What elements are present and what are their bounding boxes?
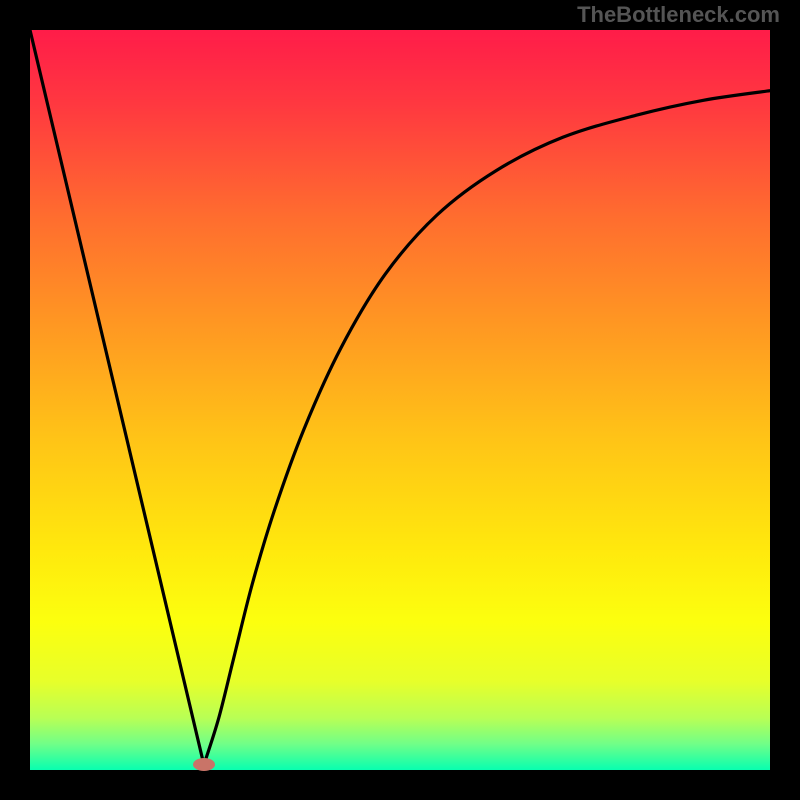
chart-frame: TheBottleneck.com — [0, 0, 800, 800]
plot-area — [30, 30, 770, 770]
bottleneck-curve — [30, 30, 770, 770]
watermark-text: TheBottleneck.com — [577, 2, 780, 28]
